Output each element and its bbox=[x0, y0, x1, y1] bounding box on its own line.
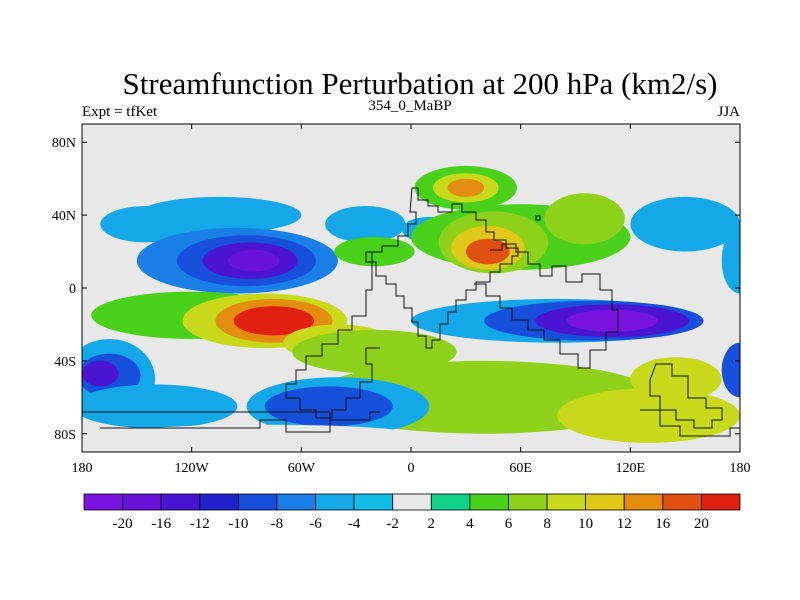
colorbar-label: 2 bbox=[428, 516, 436, 532]
x-tick-label: 180 bbox=[730, 461, 751, 476]
contour-region-31 bbox=[630, 357, 722, 401]
colorbar-label: -6 bbox=[309, 516, 322, 532]
colorbar-swatch bbox=[508, 493, 548, 511]
x-tick-label: 120W bbox=[175, 461, 210, 476]
contour-region-37 bbox=[264, 386, 393, 427]
colorbar-swatch bbox=[83, 493, 123, 511]
colorbar-swatch bbox=[276, 493, 316, 511]
contour-region-5 bbox=[228, 249, 280, 272]
colorbar-label: 8 bbox=[543, 516, 551, 532]
colorbar-swatch bbox=[662, 493, 702, 511]
contour-region-1 bbox=[136, 196, 302, 234]
contour-region-10 bbox=[447, 178, 485, 197]
season-label: JJA bbox=[717, 104, 740, 120]
colorbar-label: -4 bbox=[348, 516, 361, 532]
y-tick-label: 40N bbox=[52, 209, 76, 224]
contour-region-34 bbox=[82, 360, 119, 387]
y-tick-label: 80S bbox=[54, 428, 76, 443]
x-tick-label: 180 bbox=[72, 461, 93, 476]
colorbar-swatch bbox=[353, 493, 394, 511]
colorbar-label: -16 bbox=[151, 516, 171, 532]
x-tick-label: 120E bbox=[616, 461, 646, 476]
y-tick-label: 80N bbox=[52, 136, 76, 151]
x-tick-label: 0 bbox=[408, 461, 415, 476]
colorbar-label: -8 bbox=[271, 516, 284, 532]
map-plot-area bbox=[81, 123, 741, 453]
x-tick-label: 60E bbox=[509, 461, 532, 476]
x-tick-label: 60W bbox=[288, 461, 316, 476]
colorbar-swatch bbox=[701, 493, 741, 511]
colorbar-label: -10 bbox=[228, 516, 248, 532]
colorbar-swatch bbox=[546, 493, 587, 511]
latitude-axis: 80N 40N 0 40S 80S bbox=[52, 136, 740, 443]
y-tick-label: 0 bbox=[69, 282, 76, 297]
colorbar-label: 16 bbox=[655, 516, 671, 532]
contour-region-24 bbox=[292, 329, 457, 374]
case-label: 354_0_MaBP bbox=[368, 98, 451, 114]
colorbar-label: 20 bbox=[694, 516, 709, 532]
contour-region-39 bbox=[721, 342, 740, 398]
colorbar-label: -2 bbox=[386, 516, 399, 532]
colorbar-label: -20 bbox=[113, 516, 133, 532]
contour-region-28 bbox=[566, 309, 658, 332]
contour-region-38 bbox=[118, 424, 412, 443]
colorbar-swatch bbox=[430, 493, 471, 511]
contour-region-14 bbox=[465, 238, 510, 265]
y-tick-label: 40S bbox=[54, 355, 76, 370]
colorbar-swatch bbox=[122, 493, 162, 511]
contour-region-17 bbox=[630, 196, 740, 252]
longitude-axis: 180 120W 60W 0 60E 120E 180 bbox=[72, 124, 751, 476]
colorbar-swatch bbox=[469, 493, 509, 511]
colorbar-swatch bbox=[585, 493, 625, 511]
experiment-label: Expt = tfKet bbox=[82, 104, 158, 120]
contour-region-22 bbox=[233, 306, 315, 336]
contour-field bbox=[82, 165, 740, 443]
colorbar-swatch bbox=[160, 493, 201, 511]
contour-region-18 bbox=[721, 227, 740, 294]
contour-region-15 bbox=[544, 193, 625, 245]
colorbar-swatch bbox=[315, 493, 355, 511]
chart-title: Streamfunction Perturbation at 200 hPa (… bbox=[123, 66, 718, 101]
colorbar: -20 -16 -12 -10 -8 -6 -4 -2 2 4 6 8 10 12 16 20 bbox=[83, 493, 741, 532]
colorbar-swatch bbox=[623, 493, 664, 511]
colorbar-label: 10 bbox=[578, 516, 593, 532]
contour-region-30 bbox=[557, 388, 740, 443]
coastlines bbox=[82, 187, 740, 437]
colorbar-label: 4 bbox=[466, 516, 474, 532]
colorbar-swatch bbox=[199, 493, 239, 511]
colorbar-label: 12 bbox=[617, 516, 632, 532]
colorbar-swatch bbox=[237, 493, 278, 511]
colorbar-label: 6 bbox=[505, 516, 513, 532]
colorbar-label: -12 bbox=[190, 516, 210, 532]
colorbar-swatch bbox=[392, 493, 432, 511]
contour-region-35 bbox=[82, 384, 238, 429]
contour-region-6 bbox=[325, 206, 406, 243]
